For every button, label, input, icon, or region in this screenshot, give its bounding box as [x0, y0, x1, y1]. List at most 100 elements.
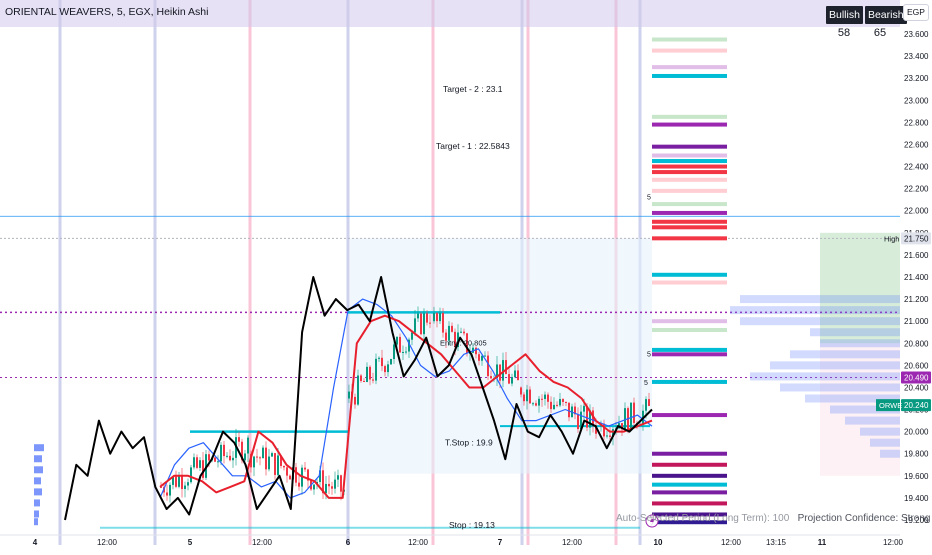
- level-count-label: 5: [647, 195, 651, 202]
- time-tick-label: 12:00: [883, 538, 904, 547]
- candle-body: [220, 444, 222, 462]
- level-ladder-bar: [652, 328, 727, 333]
- projection-zone: [350, 238, 652, 474]
- session-marker: [248, 0, 252, 545]
- level-ladder-bar: [652, 177, 727, 182]
- candle-body: [496, 364, 498, 379]
- candle-body: [414, 318, 416, 333]
- level-ladder-bar: [652, 164, 727, 169]
- level-ladder-bar: [652, 280, 727, 285]
- candle-body: [547, 394, 549, 402]
- left-profile-bar: [34, 510, 39, 518]
- session-marker: [346, 0, 350, 545]
- level-ladder-bar: [652, 170, 727, 175]
- candle-body: [460, 331, 462, 333]
- candle-body: [520, 387, 522, 395]
- candle-body: [586, 405, 588, 428]
- level-ladder-bar: [652, 37, 727, 42]
- candle-body: [348, 391, 350, 399]
- chart-title[interactable]: ORIENTAL WEAVERS, 5, EGX, Heikin Ashi: [5, 6, 209, 18]
- left-profile-bar: [34, 466, 43, 474]
- volume-profile-bar: [790, 350, 900, 359]
- candle-body: [466, 333, 468, 354]
- candle-body: [357, 375, 359, 405]
- session-marker: [58, 0, 62, 545]
- left-profile-bar: [34, 499, 40, 507]
- candle-body: [627, 408, 629, 431]
- candle-body: [295, 467, 297, 483]
- candle-body: [553, 404, 555, 410]
- high-price-badge-bg: [901, 232, 931, 245]
- candle-body: [442, 313, 444, 333]
- candle-body: [454, 331, 456, 348]
- level-ladder-bar: [652, 462, 727, 467]
- candle-body: [378, 357, 380, 359]
- left-profile-bar: [34, 455, 42, 463]
- time-tick-label: 12:00: [721, 538, 742, 547]
- candle-body: [457, 332, 459, 348]
- candle-body: [463, 331, 465, 334]
- candle-body: [268, 456, 270, 470]
- candle-body: [550, 401, 552, 410]
- candle-body: [363, 380, 365, 382]
- candle-body: [217, 461, 219, 463]
- candle-body: [354, 396, 356, 405]
- candle-body: [166, 492, 168, 496]
- level-ladder-bar: [652, 352, 727, 357]
- volume-profile-bar: [870, 438, 900, 447]
- candle-body: [439, 313, 441, 322]
- level-ladder-bar: [652, 153, 727, 158]
- candle-body: [271, 453, 273, 457]
- current-price-badge-bg: [901, 399, 931, 412]
- period-label: ected Period (Long Term): 100: [654, 513, 790, 524]
- bearish-value: 65: [873, 27, 887, 39]
- candle-body: [565, 401, 567, 403]
- price-tick-label: 22.000: [904, 207, 929, 216]
- high-label: High: [884, 234, 899, 243]
- volume-profile-bar: [820, 339, 900, 348]
- candle-body: [411, 332, 413, 340]
- candle-body: [328, 483, 330, 487]
- time-tick-label: 13:15: [766, 538, 787, 547]
- candle-body: [172, 476, 174, 485]
- level-ladder-bar: [652, 379, 727, 384]
- candle-body: [244, 453, 246, 461]
- level-ladder-bar: [652, 473, 727, 478]
- candle-body: [340, 475, 342, 492]
- candle-body: [337, 475, 339, 480]
- symbol-badge-bg: [876, 399, 900, 412]
- symbol-badge: ORWE: [879, 401, 902, 410]
- time-tick-label: 12:00: [408, 538, 429, 547]
- sentiment-values: 58 65: [826, 27, 898, 39]
- last-price-badge: 20.490: [904, 374, 929, 383]
- candle-body: [538, 398, 540, 406]
- candle-body: [478, 354, 480, 361]
- candle-body: [286, 467, 288, 476]
- candle-body: [381, 357, 383, 367]
- candle-body: [259, 457, 261, 459]
- candle-body: [475, 347, 477, 355]
- candle-body: [633, 402, 635, 423]
- candle-body: [433, 313, 435, 322]
- candle-body: [232, 457, 234, 461]
- candle-body: [630, 402, 632, 431]
- candle-body: [184, 485, 186, 489]
- candle-body: [325, 483, 327, 494]
- level-ladder-bar: [652, 347, 727, 352]
- candle-body: [262, 447, 264, 459]
- candle-body: [390, 358, 392, 365]
- entry-label: Entry : 20.805: [440, 339, 487, 348]
- candle-body: [603, 423, 605, 437]
- candle-body: [393, 344, 395, 359]
- price-tick-label: 19.200: [904, 516, 929, 525]
- candle-body: [505, 360, 507, 375]
- currency-badge[interactable]: EGP: [903, 4, 929, 21]
- price-tick-label: 23.600: [904, 30, 929, 39]
- candle-body: [187, 482, 189, 486]
- level-count-label: 5: [644, 380, 648, 387]
- candle-body: [298, 482, 300, 487]
- candle-body: [408, 339, 410, 352]
- level-ladder-bar: [652, 520, 727, 525]
